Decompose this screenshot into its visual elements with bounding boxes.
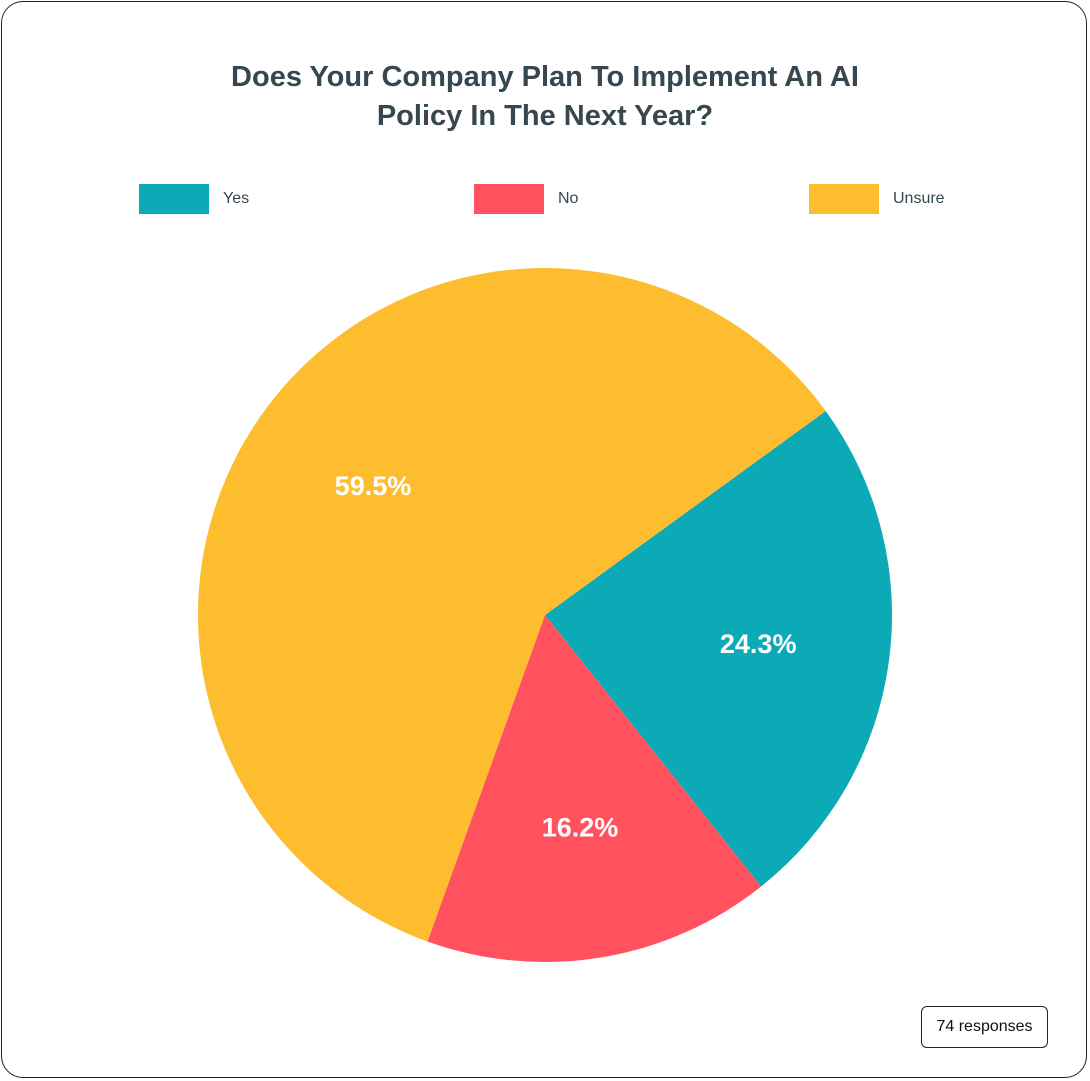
legend-item-unsure[interactable]: Unsure [809, 184, 945, 214]
slice-label-no: 16.2% [542, 812, 619, 842]
slice-label-yes: 24.3% [720, 629, 797, 659]
legend-label: Yes [223, 190, 250, 207]
title-line-2: Policy In The Next Year? [376, 100, 714, 132]
legend-item-yes[interactable]: Yes [139, 184, 249, 214]
legend-swatch-yes [139, 184, 209, 214]
pie-slice-yes[interactable] [545, 411, 893, 887]
slice-label-unsure: 59.5% [335, 471, 412, 501]
legend-swatch-unsure [809, 184, 879, 214]
pie-slice-unsure[interactable] [198, 268, 826, 942]
legend-label: Unsure [893, 190, 945, 207]
legend-item-no[interactable]: No [474, 184, 578, 214]
legend-swatch-no [474, 184, 544, 214]
responses-badge: 74 responses [921, 1006, 1048, 1048]
chart-title: Does Your Company Plan To Implement An A… [0, 58, 1090, 136]
legend-label: No [558, 190, 579, 207]
title-line-1: Does Your Company Plan To Implement An A… [231, 61, 859, 93]
pie-slice-no[interactable] [427, 615, 762, 963]
